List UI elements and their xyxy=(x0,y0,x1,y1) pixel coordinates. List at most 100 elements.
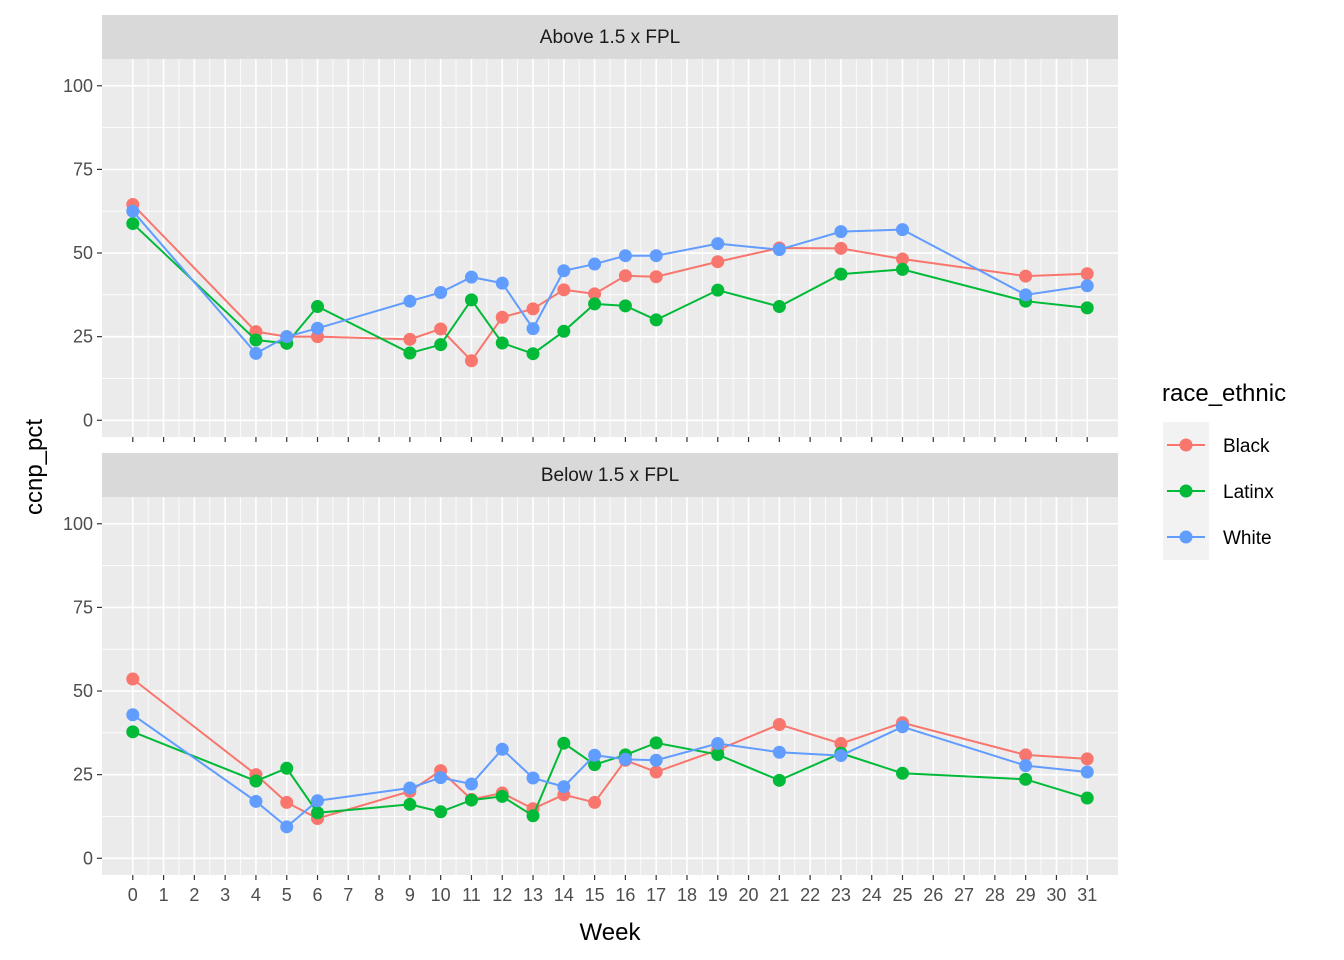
data-point-white xyxy=(526,771,540,785)
legend-key-point xyxy=(1179,484,1193,498)
data-point-white xyxy=(588,257,602,271)
data-point-white xyxy=(1019,759,1033,773)
data-point-latinx xyxy=(711,283,725,297)
data-point-white xyxy=(1080,279,1094,293)
data-point-latinx xyxy=(464,293,478,307)
data-point-white xyxy=(711,237,725,251)
data-point-black xyxy=(772,717,786,731)
data-point-latinx xyxy=(588,758,602,772)
data-point-white xyxy=(495,276,509,290)
data-point-white xyxy=(434,285,448,299)
data-point-latinx xyxy=(280,761,294,775)
data-point-latinx xyxy=(434,805,448,819)
data-point-latinx xyxy=(895,766,909,780)
x-tick-label: 31 xyxy=(1077,885,1097,905)
data-point-black xyxy=(495,310,509,324)
data-point-black xyxy=(834,241,848,255)
data-point-latinx xyxy=(311,300,325,314)
data-point-white xyxy=(249,794,263,808)
data-point-black xyxy=(434,322,448,336)
data-point-white xyxy=(895,720,909,734)
x-tick-label: 2 xyxy=(189,885,199,905)
data-point-white xyxy=(280,330,294,344)
data-point-black xyxy=(834,737,848,751)
data-point-latinx xyxy=(1019,772,1033,786)
x-tick-label: 23 xyxy=(831,885,851,905)
facet-strip xyxy=(102,15,1118,59)
y-tick-label: 0 xyxy=(83,848,93,868)
y-axis: 0 25 50 75 100 xyxy=(63,514,102,868)
data-point-latinx xyxy=(557,324,571,338)
data-point-black xyxy=(1080,267,1094,281)
x-tick-label: 17 xyxy=(646,885,666,905)
series-white xyxy=(126,204,1094,360)
data-point-white xyxy=(464,270,478,284)
data-point-white xyxy=(403,294,417,308)
data-point-white xyxy=(126,204,140,218)
legend: race_ethnic Black Latinx White xyxy=(1162,380,1286,560)
data-point-white xyxy=(618,752,632,766)
data-point-white xyxy=(557,264,571,278)
x-tick-label: 13 xyxy=(523,885,543,905)
data-point-white xyxy=(618,249,632,263)
data-point-white xyxy=(526,322,540,336)
y-axis-title: ccnp_pct xyxy=(21,419,48,515)
data-point-white xyxy=(772,243,786,257)
data-point-latinx xyxy=(495,789,509,803)
data-point-black xyxy=(1019,748,1033,762)
data-point-latinx xyxy=(495,336,509,350)
x-axis: 0 1 2 3 4 5 6 7 8 9 10 11 12 13 14 15 16 17 18 19 20 21 22 23 24… xyxy=(128,875,1097,905)
data-point-black xyxy=(895,252,909,266)
data-point-latinx xyxy=(588,297,602,311)
x-tick-label: 1 xyxy=(159,885,169,905)
data-point-black xyxy=(557,283,571,297)
x-tick-label: 14 xyxy=(554,885,574,905)
data-point-black xyxy=(126,672,140,686)
x-axis-title: Week xyxy=(580,919,642,946)
facet-strip-label: Below 1.5 x FPL xyxy=(541,465,679,486)
data-point-latinx xyxy=(557,736,571,750)
x-tick-label: 11 xyxy=(462,885,481,905)
data-point-white xyxy=(249,346,263,360)
x-tick-label: 28 xyxy=(985,885,1005,905)
x-tick-label: 26 xyxy=(923,885,943,905)
data-point-white xyxy=(311,794,325,808)
x-tick-label: 0 xyxy=(128,885,138,905)
data-point-white xyxy=(772,745,786,759)
data-point-black xyxy=(403,332,417,346)
data-point-white xyxy=(834,749,848,763)
data-point-latinx xyxy=(126,725,140,739)
data-point-white xyxy=(649,753,663,767)
data-point-black xyxy=(464,354,478,368)
x-tick-label: 25 xyxy=(892,885,912,905)
legend-title: race_ethnic xyxy=(1162,380,1286,407)
data-point-black xyxy=(711,255,725,269)
legend-entry-latinx: Latinx xyxy=(1163,468,1274,514)
data-point-latinx xyxy=(649,313,663,327)
data-point-white xyxy=(1019,288,1033,302)
data-point-latinx xyxy=(526,347,540,361)
data-point-black xyxy=(618,269,632,283)
x-tick-label: 15 xyxy=(585,885,605,905)
data-point-white xyxy=(434,771,448,785)
data-point-latinx xyxy=(1080,301,1094,315)
data-point-white xyxy=(1080,765,1094,779)
y-tick-label: 50 xyxy=(73,681,93,701)
y-tick-label: 0 xyxy=(83,410,93,430)
data-point-white xyxy=(280,820,294,834)
gridlines xyxy=(102,59,1118,437)
legend-key-point xyxy=(1179,530,1193,544)
series-white xyxy=(126,708,1094,834)
data-point-black xyxy=(588,287,602,301)
x-tick-label: 29 xyxy=(1016,885,1036,905)
y-axis: 0 25 50 75 100 xyxy=(63,76,102,430)
data-point-white xyxy=(311,321,325,335)
data-point-latinx xyxy=(403,797,417,811)
legend-entry-black: Black xyxy=(1163,422,1270,468)
x-tick-label: 19 xyxy=(708,885,728,905)
y-tick-label: 100 xyxy=(63,76,93,96)
x-tick-label: 6 xyxy=(313,885,323,905)
y-tick-label: 100 xyxy=(63,514,93,534)
x-tick-label: 24 xyxy=(862,885,882,905)
